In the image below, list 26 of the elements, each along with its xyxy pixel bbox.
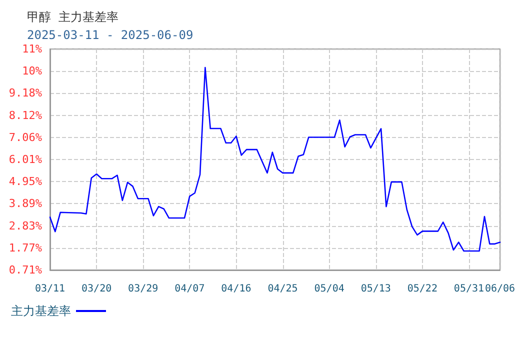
y-tick-label: 7.06% [8, 130, 42, 144]
x-tick-label: 04/25 [268, 284, 298, 294]
chart-subtitle: 2025-03-11 - 2025-06-09 [27, 28, 194, 42]
chart-title: 甲醇 主力基差率 [27, 10, 119, 24]
line-series [49, 66, 501, 252]
x-tick-label: 05/31 [454, 284, 484, 294]
x-tick-label: 03/29 [128, 284, 158, 294]
y-tick-label: 6.01% [8, 152, 42, 166]
legend-label: 主力基差率 [11, 304, 71, 318]
x-tick-label: 04/07 [174, 284, 205, 294]
y-tick-label: 1.77% [8, 241, 42, 254]
x-tick-label: 05/13 [360, 284, 391, 294]
y-tick-label: 9.18% [8, 86, 42, 100]
y-tick-label: 11% [22, 42, 42, 56]
y-tick-label: 10% [22, 64, 42, 78]
y-tick-label: 8.12% [8, 108, 42, 122]
x-tick-label: 03/11 [34, 284, 66, 294]
y-tick-label: 4.95% [8, 175, 42, 188]
x-tick-label: 05/04 [314, 284, 344, 294]
x-tick-label: 03/20 [81, 284, 112, 294]
y-tick-label: 2.83% [8, 219, 42, 232]
x-tick-label: 04/16 [221, 284, 252, 294]
x-tick-label: 05/22 [407, 284, 438, 294]
y-tick-label: 3.89% [8, 197, 42, 210]
y-tick-label: 0.71% [8, 264, 42, 276]
x-tick-label: 06/06 [484, 284, 516, 294]
